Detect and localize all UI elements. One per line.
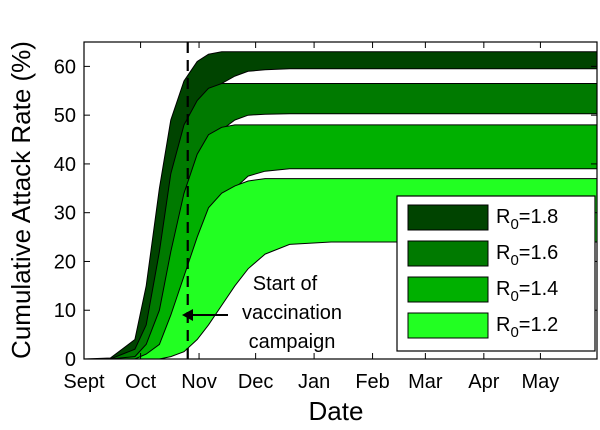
legend-label: R0=1.2 [496, 314, 558, 341]
x-tick-label: Sept [63, 371, 105, 393]
x-tick-label: May [522, 371, 560, 393]
annotation-line-3: campaign [249, 331, 336, 353]
y-tick-label: 30 [54, 203, 76, 225]
legend-swatch [407, 312, 489, 339]
x-tick-label: Dec [238, 371, 274, 393]
legend-label: R0=1.4 [496, 278, 558, 305]
plot-frame [83, 41, 598, 360]
legend-swatch [407, 204, 489, 231]
x-tick-label: Feb [355, 371, 389, 393]
x-tick-label: Mar [408, 371, 443, 393]
y-tick-label: 10 [54, 300, 76, 322]
y-tick-label: 0 [65, 349, 76, 371]
y-axis-ticks: 0 10 20 30 40 50 60 [54, 56, 597, 371]
x-tick-label: Jan [298, 371, 330, 393]
annotation-arrowhead [182, 309, 193, 321]
annotation-line-1: Start of [253, 273, 318, 295]
x-tick-label: Apr [468, 371, 499, 393]
y-tick-label: 50 [54, 105, 76, 127]
legend: R0=1.8 R0=1.6 R0=1.4 R0=1.2 [396, 195, 596, 352]
x-axis-ticks: Sept Oct Nov Dec Jan Feb Mar Apr May [63, 42, 559, 393]
y-tick-label: 60 [54, 56, 76, 78]
y-axis-label: Cumulative Attack Rate (%) [6, 41, 36, 359]
x-tick-label: Oct [125, 371, 157, 393]
y-tick-label: 40 [54, 154, 76, 176]
legend-swatch [407, 276, 489, 303]
legend-label: R0=1.8 [496, 206, 558, 233]
x-tick-label: Nov [181, 371, 217, 393]
x-axis-label: Date [309, 396, 364, 426]
annotation-line-2: vaccination [242, 302, 342, 324]
legend-label: R0=1.6 [496, 242, 558, 269]
legend-swatch [407, 240, 489, 267]
y-tick-label: 20 [54, 251, 76, 273]
vaccination-annotation: Start of vaccination campaign [182, 273, 342, 353]
